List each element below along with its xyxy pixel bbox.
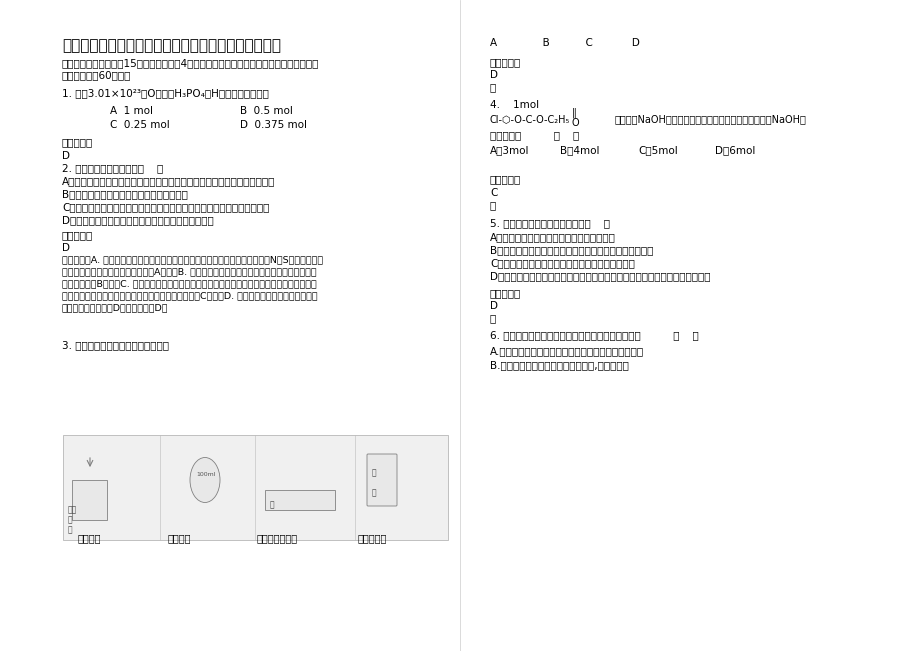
Bar — [265, 490, 335, 510]
Text: 物质的量是          （    ）: 物质的量是 （ ） — [490, 130, 579, 140]
Text: A．糖、油脂、蛋白质和纤维素都由碳、氢、氧元素组成，都是高分子化合物: A．糖、油脂、蛋白质和纤维素都由碳、氢、氧元素组成，都是高分子化合物 — [62, 176, 275, 186]
Text: 喷泉实验: 喷泉实验 — [78, 533, 101, 543]
Text: B．4mol: B．4mol — [560, 145, 599, 155]
Text: 5. 下列关于钠的说法不正确的是（    ）: 5. 下列关于钠的说法不正确的是（ ） — [490, 218, 609, 228]
Text: D: D — [490, 301, 497, 311]
Text: 一、单选题（本大题共15个小题，每小题4分。在每小题给出的四个选项中，只有一项符合: 一、单选题（本大题共15个小题，每小题4分。在每小题给出的四个选项中，只有一项符… — [62, 58, 319, 68]
Text: 水: 水 — [269, 500, 275, 509]
Text: 水: 水 — [68, 515, 73, 524]
Text: C  0.25 mol: C 0.25 mol — [110, 120, 170, 130]
Text: D: D — [62, 151, 70, 161]
Text: A.石油的常压分馏、减压分馏和催化裂化都能得到柴油: A.石油的常压分馏、减压分馏和催化裂化都能得到柴油 — [490, 346, 643, 356]
Text: 水: 水 — [371, 488, 376, 497]
Text: C．葡萄糖和果糖、麦芽糖和蔗糖、淀粉和纤维素，它们间互为同分异构体: C．葡萄糖和果糖、麦芽糖和蔗糖、淀粉和纤维素，它们间互为同分异构体 — [62, 202, 269, 212]
Text: 食重金属盐会中毒。D正确。答案选D。: 食重金属盐会中毒。D正确。答案选D。 — [62, 303, 168, 312]
Text: ‖: ‖ — [572, 107, 576, 117]
Text: 4.    1mol: 4. 1mol — [490, 100, 539, 110]
Bar — [62, 435, 448, 540]
Text: D  0.375 mol: D 0.375 mol — [240, 120, 307, 130]
Text: 水: 水 — [68, 525, 73, 534]
Text: Cl-⬡-O-C-O-C₂H₅: Cl-⬡-O-C-O-C₂H₅ — [490, 114, 570, 124]
Text: 苯: 苯 — [371, 468, 376, 477]
Text: D: D — [62, 243, 70, 253]
FancyBboxPatch shape — [367, 454, 397, 506]
Text: A．金属钠和氧气反应，条件不同，产物不同: A．金属钠和氧气反应，条件不同，产物不同 — [490, 232, 615, 242]
Text: 氯气: 氯气 — [68, 505, 77, 514]
Text: D．重金属盐能使蛋白质凝结，故误食重金属盐会中毒: D．重金属盐能使蛋白质凝结，故误食重金属盐会中毒 — [62, 215, 213, 225]
Text: 略: 略 — [490, 82, 495, 92]
Text: B  0.5 mol: B 0.5 mol — [240, 106, 292, 116]
Text: A．3mol: A．3mol — [490, 145, 529, 155]
Text: 分离苯和水: 分离苯和水 — [357, 533, 387, 543]
Text: 略: 略 — [490, 313, 495, 323]
Text: A  1 mol: A 1 mol — [110, 106, 153, 116]
Text: 转移溶液: 转移溶液 — [168, 533, 191, 543]
Text: 略: 略 — [490, 200, 495, 210]
Text: D．6mol: D．6mol — [714, 145, 754, 155]
Text: 参考答案：: 参考答案： — [490, 174, 521, 184]
Text: 参考答案：: 参考答案： — [62, 137, 93, 147]
Text: B．钠钾合金通常状况下呈液态，可作原子反应堆的导热剂: B．钠钾合金通常状况下呈液态，可作原子反应堆的导热剂 — [490, 245, 652, 255]
Text: C: C — [490, 188, 497, 198]
Text: 2. 下列有关叙述正确的是（    ）: 2. 下列有关叙述正确的是（ ） — [62, 163, 163, 173]
Text: C．钠的化学活泼性很强，少量的钠可保存在煤油中: C．钠的化学活泼性很强，少量的钠可保存在煤油中 — [490, 258, 634, 268]
Bar — [72, 480, 107, 520]
Text: C．5mol: C．5mol — [637, 145, 677, 155]
Text: 1. 含有3.01×10²³个O原子的H₃PO₄中H原子的物质的量为: 1. 含有3.01×10²³个O原子的H₃PO₄中H原子的物质的量为 — [62, 88, 268, 98]
Text: O: O — [572, 118, 579, 128]
Text: 与足量的NaOH溶液混合共热，充分反应后，最多可消耗NaOH的: 与足量的NaOH溶液混合共热，充分反应后，最多可消耗NaOH的 — [614, 114, 806, 124]
Ellipse shape — [190, 458, 220, 503]
Text: 参考答案：: 参考答案： — [490, 288, 521, 298]
Text: B.石油裂化的原料是石油分馏的产品,包括石油气: B.石油裂化的原料是石油分馏的产品,包括石油气 — [490, 360, 629, 370]
Text: A              B           C            D: A B C D — [490, 38, 640, 48]
Text: 纤维素和蛋白质都是高分子化合物。A错误；B. 油脂、蛋白质和纤维素都能发生水解，单糖不能发: 纤维素和蛋白质都是高分子化合物。A错误；B. 油脂、蛋白质和纤维素都能发生水解，… — [62, 267, 316, 276]
Text: 参考答案：: 参考答案： — [62, 230, 93, 240]
Text: 生水解反应。B错误；C. 葡萄糖和果糖、麦芽糖和蔗糖，它们间互为同分异构体，淀粉和纤维素均: 生水解反应。B错误；C. 葡萄糖和果糖、麦芽糖和蔗糖，它们间互为同分异构体，淀粉… — [62, 279, 316, 288]
Text: D．由于钠比较活泼，所以它能从溶液中置换出金属活动顺序表中钠后面的金属: D．由于钠比较活泼，所以它能从溶液中置换出金属活动顺序表中钠后面的金属 — [490, 271, 709, 281]
Text: 6. 下列关于石油的炼制和石油化工的叙述不正确的是          （    ）: 6. 下列关于石油的炼制和石油化工的叙述不正确的是 （ ） — [490, 330, 698, 340]
Text: 是高分子化合物，都是混合物，不能互为同分异构体。C错误；D. 重金属盐能使蛋白质凝结，故误: 是高分子化合物，都是混合物，不能互为同分异构体。C错误；D. 重金属盐能使蛋白质… — [62, 291, 317, 300]
Text: 3. 下列有关实验原理或操作正确的是: 3. 下列有关实验原理或操作正确的是 — [62, 340, 169, 350]
Text: D: D — [490, 70, 497, 80]
Text: B．糖、油脂、蛋白质和纤维素都能发生水解: B．糖、油脂、蛋白质和纤维素都能发生水解 — [62, 189, 187, 199]
Text: 收集氯化氢气体: 收集氯化氢气体 — [256, 533, 298, 543]
Text: 湖南省岳阳市黄金洞巨能学校高二化学联考试卷含解析: 湖南省岳阳市黄金洞巨能学校高二化学联考试卷含解析 — [62, 38, 280, 53]
Text: 试题分析：A. 糖、油脂和纤维素都由碳、氢、氧元素组成，蛋白质分子中还含有N和S等元素。其中: 试题分析：A. 糖、油脂和纤维素都由碳、氢、氧元素组成，蛋白质分子中还含有N和S… — [62, 255, 323, 264]
Text: 100ml: 100ml — [196, 472, 215, 477]
Text: 题目要求，共60分。）: 题目要求，共60分。） — [62, 70, 131, 80]
Text: 参考答案：: 参考答案： — [490, 57, 521, 67]
